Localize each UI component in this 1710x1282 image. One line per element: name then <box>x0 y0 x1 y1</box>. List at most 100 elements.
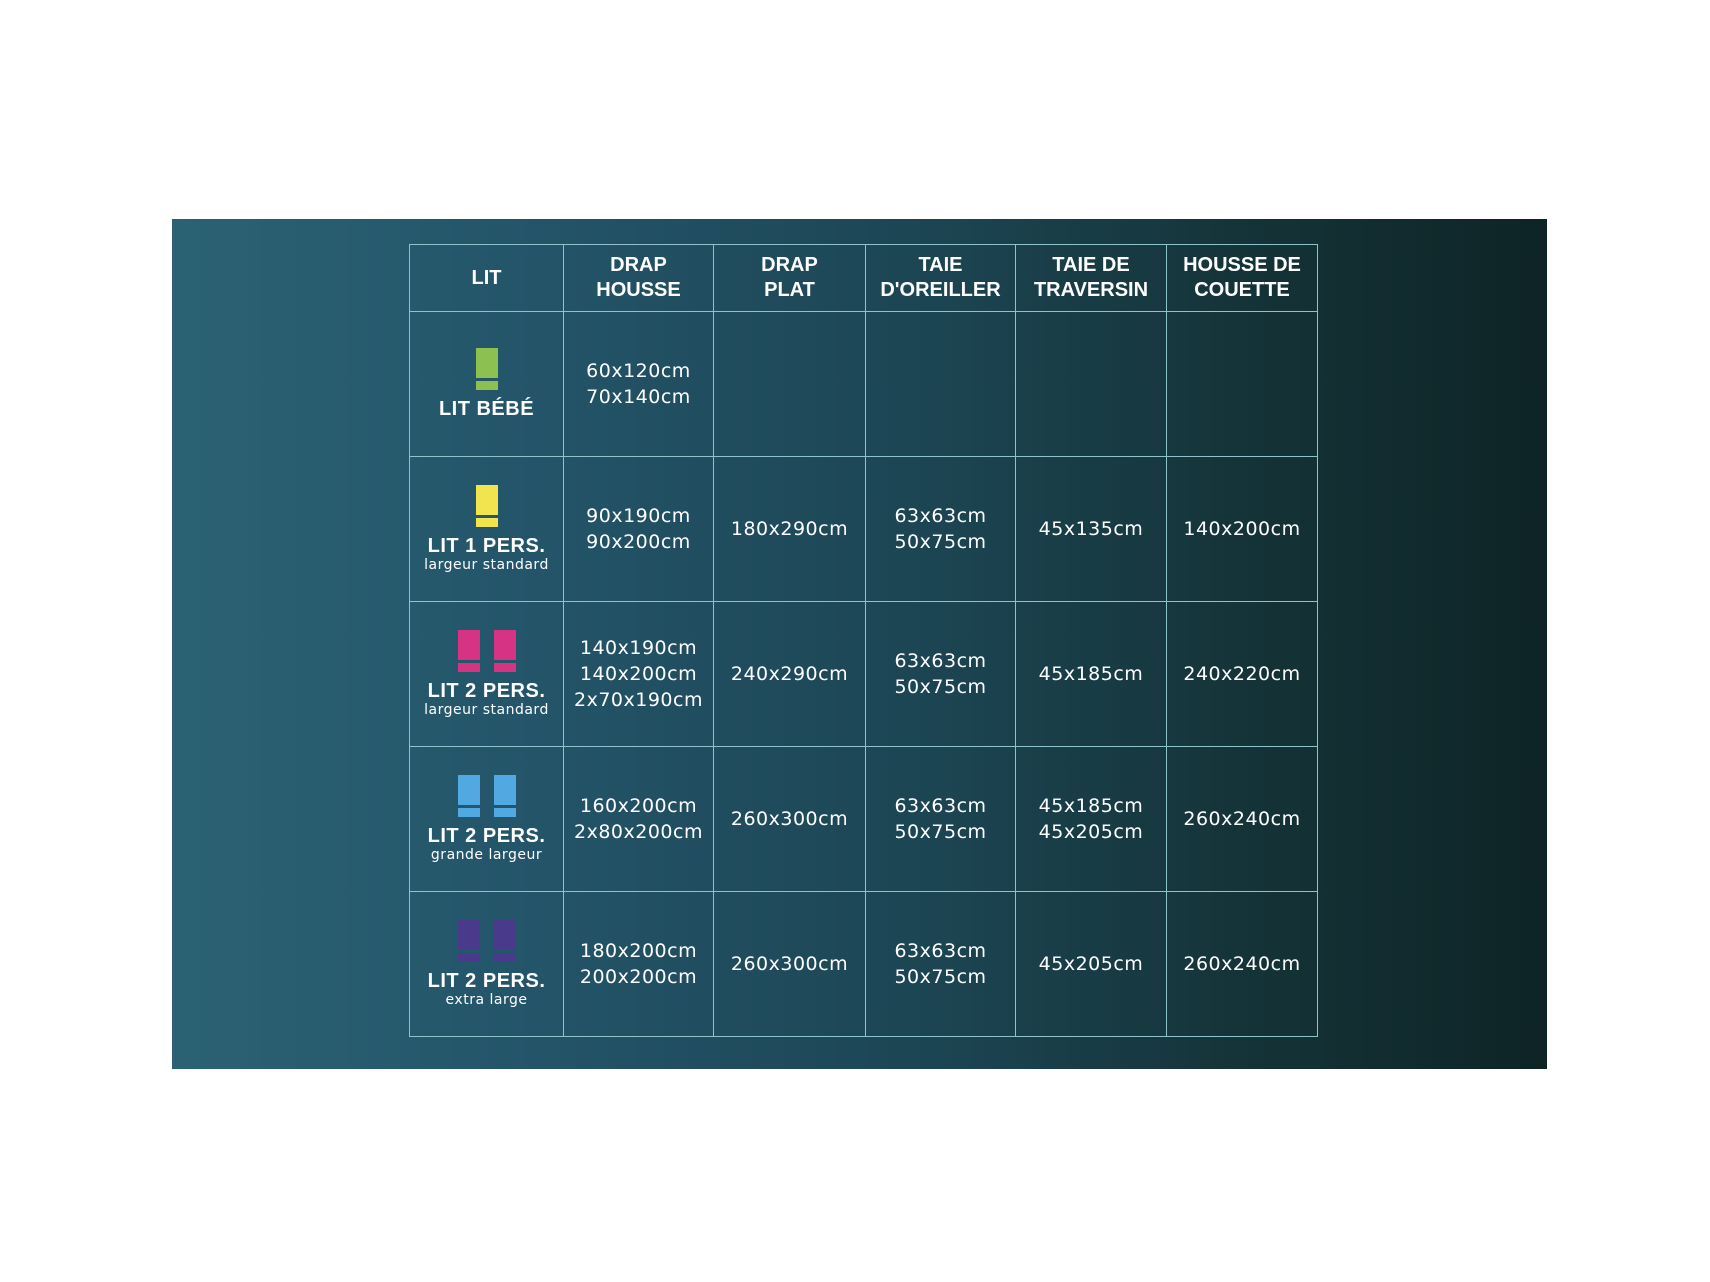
bed-icon <box>457 775 480 817</box>
size-value: 260x240cm <box>1183 953 1301 975</box>
size-value: 2x70x190cm <box>574 689 703 711</box>
header-text: PLAT <box>764 279 815 301</box>
size-value: 90x190cm <box>586 505 691 527</box>
table-row: LIT 1 PERS. largeur standard 90x190cm 90x20… <box>409 456 1318 602</box>
size-cell <box>713 311 866 457</box>
size-cell: 45x135cm <box>1015 456 1167 602</box>
size-cell: 63x63cm 50x75cm <box>865 746 1016 892</box>
table-row: LIT 2 PERS. largeur standard 140x190cm 140x… <box>409 601 1318 747</box>
bed-type-cell: LIT 1 PERS. largeur standard <box>409 456 564 602</box>
column-header: LIT <box>409 244 564 312</box>
column-header: DRAP HOUSSE <box>563 244 714 312</box>
size-cell: 260x240cm <box>1166 891 1318 1037</box>
size-value: 50x75cm <box>894 966 987 988</box>
column-header: DRAP PLAT <box>713 244 866 312</box>
size-cell: 240x220cm <box>1166 601 1318 747</box>
size-value: 63x63cm <box>894 940 987 962</box>
column-header: TAIE DE TRAVERSIN <box>1015 244 1167 312</box>
column-header: HOUSSE DE COUETTE <box>1166 244 1318 312</box>
bed-subtitle: extra large <box>445 992 528 1008</box>
bed-linen-size-table: LIT DRAP HOUSSE DRAP PLAT TAIE D'OREILLER TAIE … <box>409 244 1318 1037</box>
size-cell: 260x240cm <box>1166 746 1318 892</box>
size-value: 63x63cm <box>894 505 987 527</box>
header-text: TRAVERSIN <box>1033 279 1149 301</box>
column-header: TAIE D'OREILLER <box>865 244 1016 312</box>
size-cell: 63x63cm 50x75cm <box>865 601 1016 747</box>
size-value: 50x75cm <box>894 821 987 843</box>
size-cell: 90x190cm 90x200cm <box>563 456 714 602</box>
bed-icon <box>457 920 480 962</box>
bed-icon <box>410 485 563 527</box>
size-cell: 63x63cm 50x75cm <box>865 456 1016 602</box>
size-cell: 240x290cm <box>713 601 866 747</box>
bed-icon <box>475 348 498 390</box>
size-value: 240x290cm <box>730 663 849 685</box>
table-row: LIT BÉBÉ 60x120cm 70x140cm <box>409 311 1318 457</box>
size-value: 260x300cm <box>730 808 849 830</box>
size-value: 63x63cm <box>894 650 987 672</box>
bed-subtitle: grande largeur <box>430 847 543 863</box>
bed-name: LIT 1 PERS. <box>427 535 546 557</box>
bed-name: LIT 2 PERS. <box>427 825 546 847</box>
size-cell: 260x300cm <box>713 746 866 892</box>
size-value: 180x200cm <box>579 940 698 962</box>
size-value: 50x75cm <box>894 676 987 698</box>
size-cell: 45x205cm <box>1015 891 1167 1037</box>
size-cell: 140x190cm 140x200cm 2x70x190cm <box>563 601 714 747</box>
size-value: 140x200cm <box>1183 518 1301 540</box>
bed-icon <box>493 920 516 962</box>
size-cell: 63x63cm 50x75cm <box>865 891 1016 1037</box>
size-value: 45x205cm <box>1038 953 1144 975</box>
size-value: 180x290cm <box>730 518 849 540</box>
header-text: TAIE DE <box>1052 254 1130 276</box>
size-value: 50x75cm <box>894 531 987 553</box>
size-value: 45x185cm <box>1038 663 1144 685</box>
size-cell: 140x200cm <box>1166 456 1318 602</box>
header-text: TAIE <box>918 254 963 276</box>
bed-type-cell: LIT 2 PERS. extra large <box>409 891 564 1037</box>
bed-name: LIT 2 PERS. <box>427 680 546 702</box>
size-cell: 180x290cm <box>713 456 866 602</box>
bed-type-cell: LIT 2 PERS. grande largeur <box>409 746 564 892</box>
size-cell <box>865 311 1016 457</box>
size-cell: 60x120cm 70x140cm <box>563 311 714 457</box>
size-value: 200x200cm <box>579 966 698 988</box>
table-row: LIT 2 PERS. grande largeur 160x200cm 2x80x2… <box>409 746 1318 892</box>
size-value: 140x200cm <box>579 663 698 685</box>
size-value: 70x140cm <box>586 386 691 408</box>
size-value: 45x185cm <box>1038 795 1144 817</box>
size-value: 240x220cm <box>1183 663 1301 685</box>
size-value: 45x205cm <box>1038 821 1144 843</box>
size-cell: 260x300cm <box>713 891 866 1037</box>
size-chart-panel: LIT DRAP HOUSSE DRAP PLAT TAIE D'OREILLER TAIE … <box>172 219 1547 1069</box>
table-row: LIT 2 PERS. extra large 180x200cm 200x200cm… <box>409 891 1318 1037</box>
header-text: COUETTE <box>1194 279 1290 301</box>
header-text: DRAP <box>610 254 667 276</box>
bed-name: LIT BÉBÉ <box>438 398 535 420</box>
bed-icon <box>410 630 563 672</box>
size-value: 45x135cm <box>1038 518 1144 540</box>
size-value: 260x240cm <box>1183 808 1301 830</box>
header-text: HOUSSE DE <box>1183 254 1301 276</box>
header-row: LIT DRAP HOUSSE DRAP PLAT TAIE D'OREILLER TAIE … <box>409 244 1318 312</box>
size-cell: 45x185cm <box>1015 601 1167 747</box>
size-cell: 160x200cm 2x80x200cm <box>563 746 714 892</box>
size-cell <box>1015 311 1167 457</box>
header-text: HOUSSE <box>596 279 681 301</box>
header-text: D'OREILLER <box>880 279 1001 301</box>
size-cell: 180x200cm 200x200cm <box>563 891 714 1037</box>
size-value: 90x200cm <box>586 531 691 553</box>
size-value: 60x120cm <box>586 360 691 382</box>
bed-icon <box>410 348 563 390</box>
size-cell <box>1166 311 1318 457</box>
header-text: LIT <box>471 266 502 289</box>
size-value: 260x300cm <box>730 953 849 975</box>
bed-icon <box>493 775 516 817</box>
size-value: 140x190cm <box>579 637 698 659</box>
size-cell: 45x185cm 45x205cm <box>1015 746 1167 892</box>
bed-name: LIT 2 PERS. <box>427 970 546 992</box>
bed-type-cell: LIT BÉBÉ <box>409 311 564 457</box>
bed-icon <box>475 485 498 527</box>
bed-icon <box>493 630 516 672</box>
bed-icon <box>410 775 563 817</box>
